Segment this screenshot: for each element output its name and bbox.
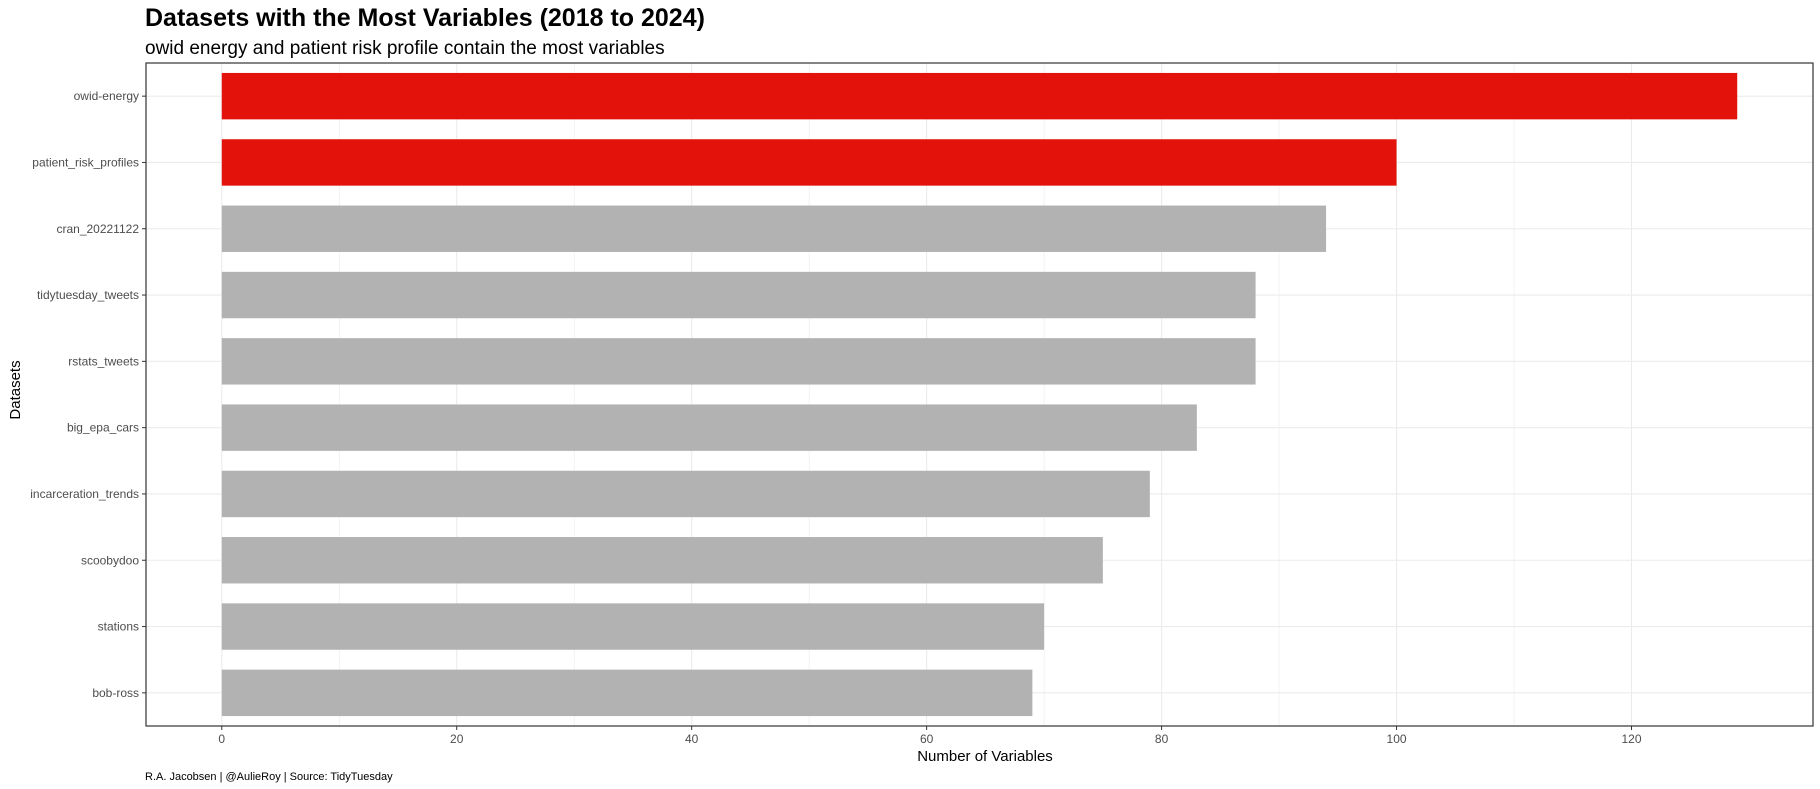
y-tick-label: big_epa_cars xyxy=(67,421,139,435)
y-tick-label: patient_risk_profiles xyxy=(32,155,139,169)
x-tick-label: 120 xyxy=(1621,732,1641,746)
y-tick-label: rstats_tweets xyxy=(68,354,139,368)
bar-cran_20221122 xyxy=(221,205,1327,252)
y-axis-title: Datasets xyxy=(7,360,24,419)
bar-patient_risk_profiles xyxy=(221,139,1397,186)
y-tick-label: incarceration_trends xyxy=(30,487,139,501)
x-tick-label: 40 xyxy=(685,732,699,746)
x-tick-label: 80 xyxy=(1155,732,1169,746)
y-tick-label: bob-ross xyxy=(92,686,139,700)
bar-rstats_tweets xyxy=(221,338,1256,385)
x-tick-label: 60 xyxy=(920,732,934,746)
chart-subtitle: owid energy and patient risk profile con… xyxy=(145,38,665,59)
panel-border xyxy=(145,62,1814,727)
x-tick-label: 0 xyxy=(218,732,225,746)
y-axis: owid-energy patient_risk_profiles cran_202… xyxy=(30,89,146,700)
bar-bob-ross xyxy=(221,669,1033,717)
bar-incarceration_trends xyxy=(221,470,1150,518)
x-axis-title: Number of Variables xyxy=(917,748,1053,765)
chart-title: Datasets with the Most Variables (2018 t… xyxy=(145,4,705,32)
y-tick-label: scoobydoo xyxy=(81,553,139,567)
bar-stations xyxy=(221,603,1045,650)
y-tick-label: owid-energy xyxy=(74,89,139,103)
bar-big_epa_cars xyxy=(221,404,1197,451)
x-tick-label: 100 xyxy=(1387,732,1407,746)
bar-tidytuesday_tweets xyxy=(221,271,1256,319)
bar-owid-energy xyxy=(221,72,1738,120)
x-axis: 0 20 40 60 80 100 120 xyxy=(218,726,1642,746)
x-tick-label: 20 xyxy=(450,732,464,746)
y-tick-label: tidytuesday_tweets xyxy=(37,288,139,302)
y-tick-label: cran_20221122 xyxy=(56,222,139,236)
bars xyxy=(221,72,1738,717)
y-tick-label: stations xyxy=(98,620,139,634)
bar-scoobydoo xyxy=(221,537,1103,584)
chart-caption: R.A. Jacobsen | @AulieRoy | Source: Tidy… xyxy=(145,771,393,783)
